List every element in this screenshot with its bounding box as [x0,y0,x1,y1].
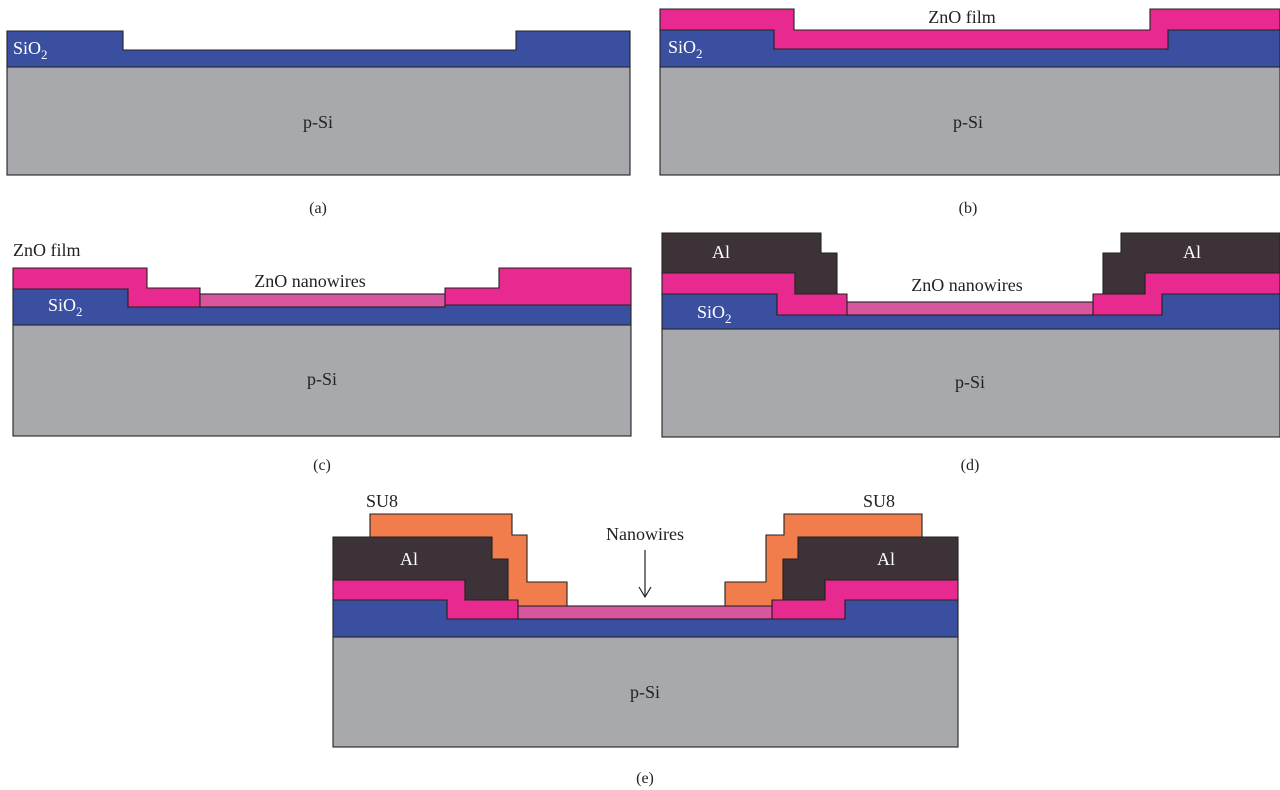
panel-e-substrate [332,636,959,748]
panel-d-nanowire-layer [846,301,1094,316]
panel-e-su8-left-label: SU8 [366,491,398,511]
panel-c-zno-film-label: ZnO film [13,240,81,260]
panel-c-nanowires-label: ZnO nanowires [254,271,365,291]
panel-e: SU8 SU8 Al Al Nanowires p-Si (e) [332,491,959,787]
panel-a-psi-label: p-Si [303,112,333,132]
panel-b-sio2-label: SiO2 [668,37,703,61]
panel-d: Al Al ZnO nanowires SiO2 p-Si (d) [661,232,1280,474]
panel-b-substrate [659,66,1280,176]
panel-d-sio2-label: SiO2 [697,302,732,326]
panel-d-al-left [661,232,838,295]
panel-e-nanowires-label: Nanowires [606,524,684,544]
panel-e-caption: (e) [636,770,654,787]
panel-b-zno-film [659,8,1280,50]
panel-c-substrate [12,324,632,437]
panel-e-su8-right [724,513,923,607]
panel-a-sio2-layer [6,30,631,68]
panel-a-sio2-label: SiO2 [13,38,48,62]
panel-c: ZnO film ZnO nanowires SiO2 p-Si (c) [12,240,632,474]
panel-d-al-right [1102,232,1280,295]
panel-e-su8-right-label: SU8 [863,491,895,511]
panel-d-psi-label: p-Si [955,372,985,392]
panel-c-sio2-label: SiO2 [48,295,83,319]
panel-d-al-left-label: Al [712,242,730,262]
panel-d-caption: (d) [961,457,980,474]
panel-e-psi-label: p-Si [630,682,660,702]
panel-d-substrate [661,328,1280,438]
panel-d-al-right-label: Al [1183,242,1201,262]
panel-b: ZnO film SiO2 p-Si (b) [659,7,1280,217]
panel-d-nanowires-label: ZnO nanowires [911,275,1022,295]
panel-c-zno-film-right [444,267,632,306]
panel-b-zno-film-label: ZnO film [928,7,996,27]
panel-a-caption: (a) [309,200,327,217]
panel-a: SiO2 p-Si (a) [6,30,631,217]
panel-e-su8-left [369,513,568,607]
panel-e-al-right-label: Al [877,549,895,569]
panel-c-nanowire-layer [199,293,446,308]
panel-b-psi-label: p-Si [953,112,983,132]
panel-a-substrate [6,66,631,176]
panel-e-nanowires-arrow-head [638,586,652,599]
panel-e-al-left-label: Al [400,549,418,569]
panel-e-nanowire-layer [517,605,773,620]
panel-b-caption: (b) [959,200,978,217]
panel-c-caption: (c) [313,457,331,474]
panel-c-psi-label: p-Si [307,369,337,389]
